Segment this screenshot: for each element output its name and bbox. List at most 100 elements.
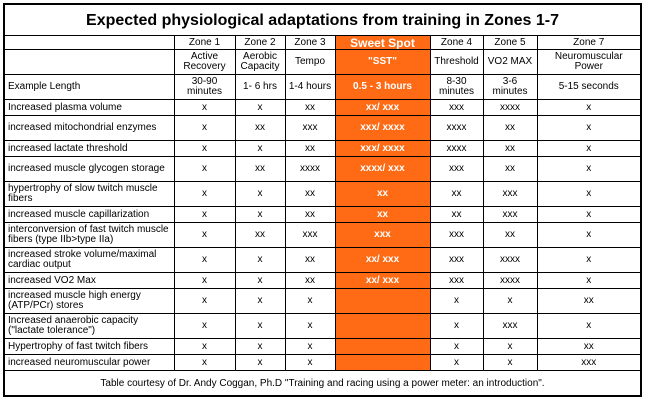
table-cell: x bbox=[173, 99, 236, 116]
table-cell: xx bbox=[429, 206, 484, 223]
table-cell: x bbox=[429, 313, 484, 339]
table-cell: xxx bbox=[482, 206, 538, 223]
table-cell: x bbox=[284, 288, 336, 314]
zone-name-cell: Aerobic Capacity bbox=[234, 49, 286, 75]
example-length-cell: 1-4 hours bbox=[284, 74, 336, 100]
row-label: hypertrophy of slow twitch muscle fibers bbox=[5, 181, 175, 207]
table-row: increased stroke volume/maximal cardiac … bbox=[5, 247, 640, 273]
table-cell: xxx bbox=[429, 156, 484, 182]
table-cell: xx bbox=[234, 156, 286, 182]
table-cell: xx/ xxx bbox=[334, 247, 431, 273]
table-cell: xx bbox=[536, 338, 640, 355]
table-cell: xx bbox=[482, 222, 538, 248]
row-label: increased lactate threshold bbox=[5, 140, 175, 157]
table-cell: x bbox=[234, 272, 286, 289]
table-row: Increased plasma volume x x xx xx/ xxx xxx xxx… bbox=[5, 99, 640, 116]
zone-header-cell: Zone 4 bbox=[429, 36, 484, 50]
zones-table: Zone 1 Zone 2 Zone 3 Sweet Spot Zone 4 Zone 5… bbox=[5, 36, 640, 371]
table-cell: xxx bbox=[482, 313, 538, 339]
row-label: increased mitochondrial enzymes bbox=[5, 115, 175, 141]
table-cell: x bbox=[284, 338, 336, 355]
example-length-row: Example Length 30-90 minutes 1- 6 hrs 1-4 h… bbox=[5, 74, 640, 100]
table-cell: xxx/ xxxx bbox=[334, 115, 431, 141]
table-cell: x bbox=[429, 354, 484, 371]
table-cell: xxxx bbox=[482, 247, 538, 273]
table-cell bbox=[334, 288, 431, 314]
table-cell: x bbox=[536, 99, 640, 116]
table-cell: x bbox=[173, 206, 236, 223]
table-cell: x bbox=[173, 247, 236, 273]
table-cell: x bbox=[536, 140, 640, 157]
table-row: increased neuromuscular power x x x x x xxx bbox=[5, 354, 640, 371]
example-length-cell: 3-6 minutes bbox=[482, 74, 538, 100]
table-cell: xx bbox=[284, 247, 336, 273]
table-cell: x bbox=[173, 140, 236, 157]
table-cell: xxxx bbox=[284, 156, 336, 182]
table-cell: x bbox=[536, 313, 640, 339]
zone-header-row: Zone 1 Zone 2 Zone 3 Sweet Spot Zone 4 Zone 5… bbox=[5, 36, 640, 50]
table-cell: xx bbox=[284, 140, 336, 157]
table-cell: x bbox=[429, 288, 484, 314]
table-cell: xx bbox=[482, 140, 538, 157]
table-cell: xx bbox=[234, 115, 286, 141]
table-cell: xxx bbox=[429, 99, 484, 116]
table-cell: xx bbox=[334, 206, 431, 223]
table-cell: x bbox=[536, 156, 640, 182]
zone-header-cell: Zone 3 bbox=[284, 36, 336, 50]
table-cell bbox=[334, 354, 431, 371]
table-row: increased VO2 Max x x xx xx/ xxx xxx xxxx x bbox=[5, 272, 640, 289]
table-cell: x bbox=[234, 288, 286, 314]
table-row: Increased anaerobic capacity ("lactate t… bbox=[5, 313, 640, 339]
table-cell: x bbox=[482, 338, 538, 355]
table-cell: xxxx bbox=[429, 140, 484, 157]
name-blank-cell bbox=[5, 49, 175, 75]
table-row: increased lactate threshold x x xx xxx/ xxxx… bbox=[5, 140, 640, 157]
table-cell: xxxx bbox=[482, 272, 538, 289]
zone-header-cell: Zone 1 bbox=[173, 36, 236, 50]
table-row: Hypertrophy of fast twitch fibers x x x x x xx bbox=[5, 338, 640, 355]
row-label: increased muscle glycogen storage bbox=[5, 156, 175, 182]
zone-name-cell: "SST" bbox=[334, 49, 431, 75]
table-cell: x bbox=[284, 313, 336, 339]
table-cell: xxx bbox=[536, 354, 640, 371]
table-cell: xxxx bbox=[429, 115, 484, 141]
table-cell: x bbox=[173, 338, 236, 355]
table-cell: x bbox=[536, 206, 640, 223]
table-cell: x bbox=[536, 272, 640, 289]
zone-name-cell: Threshold bbox=[429, 49, 484, 75]
table-cell: xx bbox=[284, 272, 336, 289]
zone-header-cell: Zone 2 bbox=[234, 36, 286, 50]
table-cell: xx bbox=[284, 99, 336, 116]
table-cell: x bbox=[482, 354, 538, 371]
table-footer: Table courtesy of Dr. Andy Coggan, Ph.D … bbox=[5, 370, 640, 395]
table-cell: xxx bbox=[284, 115, 336, 141]
example-length-cell: 30-90 minutes bbox=[173, 74, 236, 100]
table-cell: x bbox=[429, 338, 484, 355]
table-cell: x bbox=[173, 156, 236, 182]
table-row: increased muscle high energy (ATP/PCr) s… bbox=[5, 288, 640, 314]
table-cell: xxx/ xxxx bbox=[334, 140, 431, 157]
table-cell: x bbox=[173, 288, 236, 314]
table-cell: x bbox=[482, 288, 538, 314]
header-blank-cell bbox=[5, 36, 175, 50]
table-cell bbox=[334, 338, 431, 355]
table-cell: x bbox=[284, 354, 336, 371]
zone-header-cell: Sweet Spot bbox=[334, 36, 431, 50]
table-cell: xxx bbox=[482, 181, 538, 207]
table-cell: xx/ xxx bbox=[334, 272, 431, 289]
table-cell: x bbox=[234, 206, 286, 223]
table-cell: x bbox=[234, 354, 286, 371]
table-cell: x bbox=[234, 247, 286, 273]
table-cell: x bbox=[234, 338, 286, 355]
zone-name-cell: Neuromuscular Power bbox=[536, 49, 640, 75]
table-cell: x bbox=[536, 222, 640, 248]
row-label: interconversion of fast twitch muscle fi… bbox=[5, 222, 175, 248]
table-cell bbox=[334, 313, 431, 339]
row-label: increased muscle capillarization bbox=[5, 206, 175, 223]
table-cell: x bbox=[234, 181, 286, 207]
table-cell: x bbox=[173, 272, 236, 289]
table-cell: x bbox=[173, 181, 236, 207]
zone-name-row: Active Recovery Aerobic Capacity Tempo "SST… bbox=[5, 49, 640, 75]
row-label: increased muscle high energy (ATP/PCr) s… bbox=[5, 288, 175, 314]
table-cell: xx bbox=[429, 181, 484, 207]
